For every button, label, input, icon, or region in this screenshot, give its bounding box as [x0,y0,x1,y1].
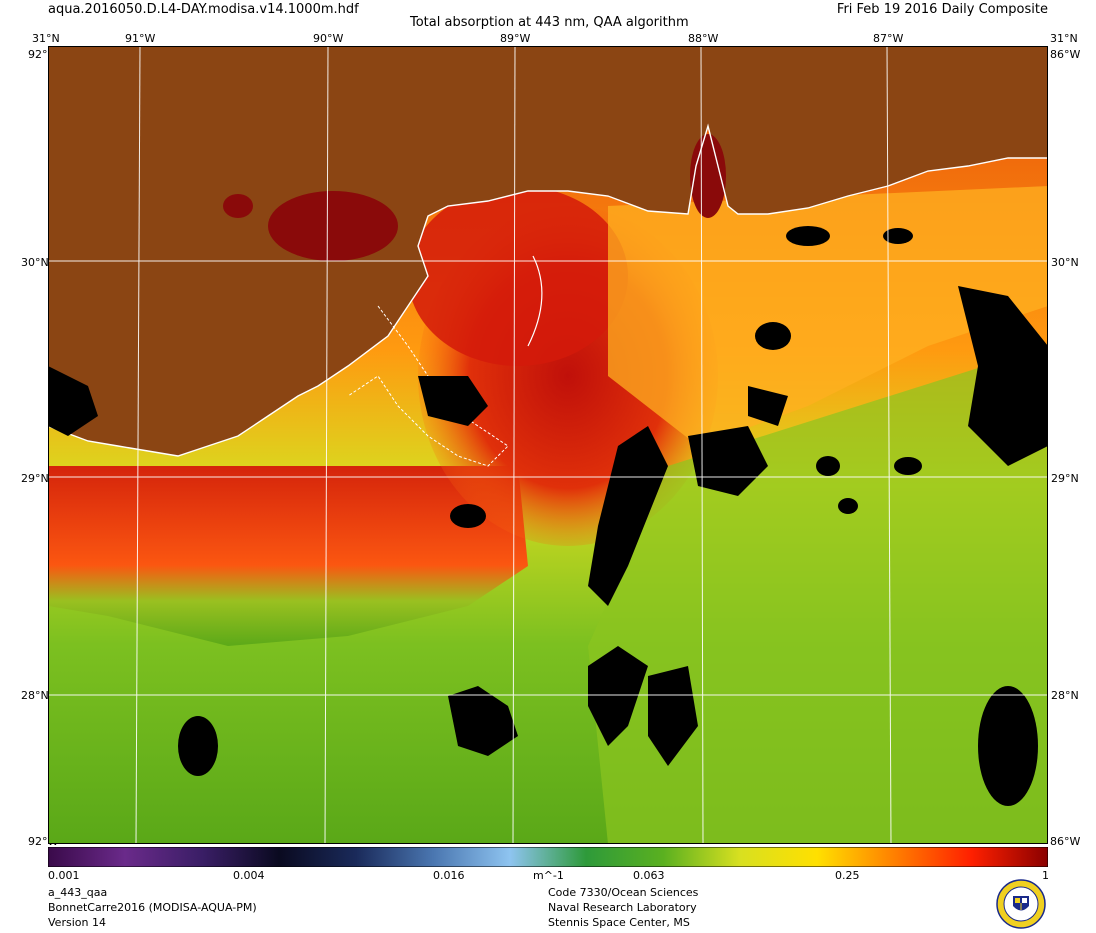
colorbar-tick-0: 0.001 [48,869,80,882]
lon-label-89w: 89°W [500,32,531,45]
colorbar-tick-1: 0.004 [233,869,265,882]
no-data-patches [48,226,1048,806]
edge-lon-right-bottom: 86°W [1050,835,1081,848]
lat-label-30n-left: 30°N [21,256,49,269]
lat-label-28n-left: 28°N [21,689,49,702]
lon-label-90w: 90°W [313,32,344,45]
edge-lon-right-top: 86°W [1050,48,1081,61]
colorbar-tick-4: 0.25 [835,869,860,882]
land-mass [48,46,1048,456]
western-shelf-band [48,466,528,646]
colorbar-unit: m^-1 [533,869,564,882]
colorbar-tick-2: 0.016 [433,869,465,882]
colorbar-tick-5: 1 [1042,869,1049,882]
version-label: Version 14 [48,916,106,929]
map-canvas [48,46,1048,844]
lat-label-28n-right: 28°N [1051,689,1079,702]
plume-core [408,186,628,366]
delta-fringe [347,305,509,467]
coastline [48,123,1048,457]
map-title: Total absorption at 443 nm, QAA algorith… [410,15,689,30]
lake-pontchartrain [268,191,398,261]
colorbar-tick-3: 0.063 [633,869,665,882]
corner-label-top-right: 31°N [1050,32,1078,45]
lon-label-88w: 88°W [688,32,719,45]
project-name: BonnetCarre2016 (MODISA-AQUA-PM) [48,901,257,914]
colorbar [48,847,1048,867]
org-line-3: Stennis Space Center, MS [548,916,690,929]
chandeleur-islands [527,255,543,347]
corner-label-top-left: 31°N [32,32,60,45]
colorbar-ramp [48,847,1048,867]
satellite-map[interactable] [48,46,1048,844]
product-name: a_443_qaa [48,886,108,899]
lat-label-29n-right: 29°N [1051,472,1079,485]
file-name: aqua.2016050.D.L4-DAY.modisa.v14.1000m.h… [48,2,359,17]
nrl-seal-icon [996,879,1046,929]
composite-date: Fri Feb 19 2016 Daily Composite [836,2,1048,17]
lake-maurepas [223,194,253,218]
lon-label-91w: 91°W [125,32,156,45]
eastern-shelf [608,186,1048,446]
lon-label-87w: 87°W [873,32,904,45]
lat-label-29n-left: 29°N [21,472,49,485]
lat-label-30n-right: 30°N [1051,256,1079,269]
graticule [48,46,1048,844]
org-line-2: Naval Research Laboratory [548,901,697,914]
org-line-1: Code 7330/Ocean Sciences [548,886,699,899]
